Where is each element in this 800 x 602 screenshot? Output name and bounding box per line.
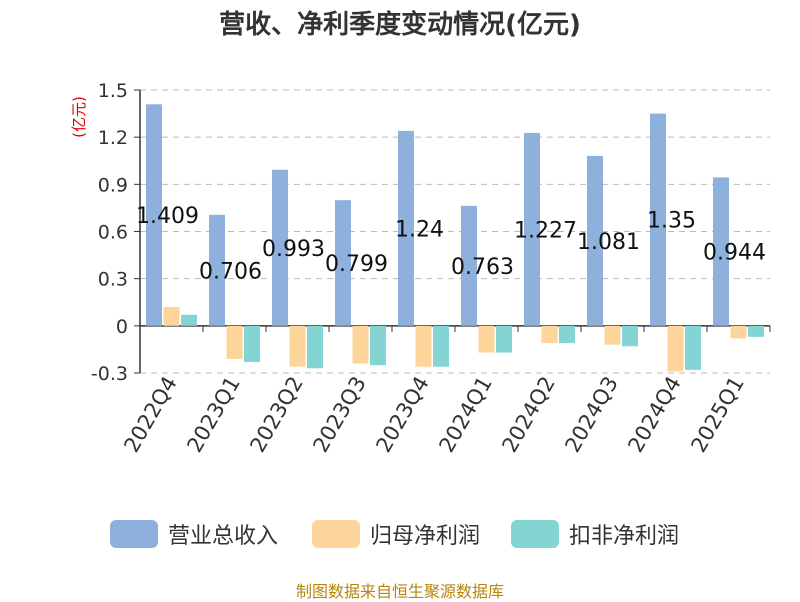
data-label: 1.409	[136, 204, 199, 229]
legend-swatch	[110, 520, 158, 548]
bar-2022Q4-s0	[146, 104, 162, 326]
legend-label: 扣非净利润	[569, 524, 680, 549]
bar-2024Q2-s0	[524, 132, 540, 326]
bars	[146, 104, 764, 372]
data-label: 1.24	[395, 217, 444, 242]
bar-2023Q4-s0	[398, 130, 414, 326]
bar-2023Q3-s2	[370, 325, 386, 366]
bar-2025Q1-s0	[713, 177, 729, 326]
x-tick-label: 2023Q3	[308, 372, 370, 456]
bar-2024Q1-s2	[496, 325, 512, 353]
y-tick-label: 0.6	[98, 222, 128, 244]
data-label: 0.799	[325, 252, 388, 277]
bar-2024Q4-s0	[650, 113, 666, 326]
bar-2025Q1-s1	[730, 325, 747, 339]
data-label: 1.227	[514, 218, 577, 243]
bar-2024Q1-s0	[461, 205, 477, 326]
bar-2022Q4-s1	[163, 306, 180, 326]
data-label: 1.081	[577, 230, 640, 255]
data-label: 0.944	[703, 241, 766, 266]
y-tick-label: -0.3	[91, 363, 128, 385]
bar-2023Q2-s1	[289, 325, 306, 367]
bar-2024Q2-s1	[541, 325, 558, 344]
bar-2025Q1-s2	[748, 325, 764, 337]
x-tick-label: 2024Q4	[623, 372, 685, 456]
data-label: 0.706	[199, 259, 262, 284]
x-tick-label: 2024Q3	[560, 372, 622, 456]
y-tick-label: 1.2	[98, 127, 128, 149]
legend: 营业总收入 归母净利润 扣非净利润	[0, 516, 800, 556]
data-label: 0.993	[262, 237, 325, 262]
x-tick-label: 2024Q1	[434, 372, 496, 456]
legend-item[interactable]: 扣非净利润	[511, 516, 679, 552]
bar-2024Q4-s1	[667, 325, 684, 372]
bar-2024Q3-s1	[604, 325, 621, 345]
bar-2023Q4-s2	[433, 325, 449, 367]
x-tick-label: 2024Q2	[497, 372, 559, 456]
bar-2023Q1-s1	[226, 325, 243, 359]
y-tick-label: 1.5	[98, 80, 128, 102]
bar-2023Q3-s1	[352, 325, 369, 364]
bar-2024Q3-s2	[622, 325, 638, 347]
bar-2024Q3-s0	[587, 155, 603, 326]
source-note: 制图数据来自恒生聚源数据库	[295, 582, 504, 601]
legend-item[interactable]: 营业总收入	[110, 516, 278, 552]
y-tick-label: 0	[116, 316, 128, 338]
legend-swatch	[312, 520, 360, 548]
bar-2024Q1-s1	[478, 325, 495, 353]
chart-title: 营收、净利季度变动情况(亿元)	[219, 10, 581, 40]
x-tick-label: 2023Q1	[182, 372, 244, 456]
bar-2023Q3-s0	[335, 200, 351, 326]
bar-2024Q4-s2	[685, 325, 701, 370]
x-tick-label: 2023Q2	[245, 372, 307, 456]
bar-2023Q2-s2	[307, 325, 323, 369]
bar-2023Q2-s0	[272, 169, 288, 326]
legend-label: 归母净利润	[370, 524, 481, 549]
data-label: 0.763	[451, 255, 514, 280]
bar-2023Q1-s0	[209, 214, 225, 326]
bar-2024Q2-s2	[559, 325, 575, 344]
x-tick-label: 2023Q4	[371, 372, 433, 456]
x-tick-label: 2025Q1	[686, 372, 748, 456]
legend-label: 营业总收入	[168, 524, 279, 549]
data-label: 1.35	[647, 209, 696, 234]
y-tick-label: 0.9	[98, 174, 128, 196]
grid-lines	[140, 89, 770, 374]
legend-swatch	[511, 520, 559, 548]
x-tick-label: 2022Q4	[119, 372, 181, 456]
y-tick-label: 0.3	[98, 269, 128, 291]
bar-2023Q4-s1	[415, 325, 432, 367]
bar-2023Q1-s2	[244, 325, 260, 362]
bar-2022Q4-s2	[181, 314, 197, 326]
y-axis-title: (亿元)	[70, 96, 88, 138]
legend-item[interactable]: 归母净利润	[312, 516, 480, 552]
